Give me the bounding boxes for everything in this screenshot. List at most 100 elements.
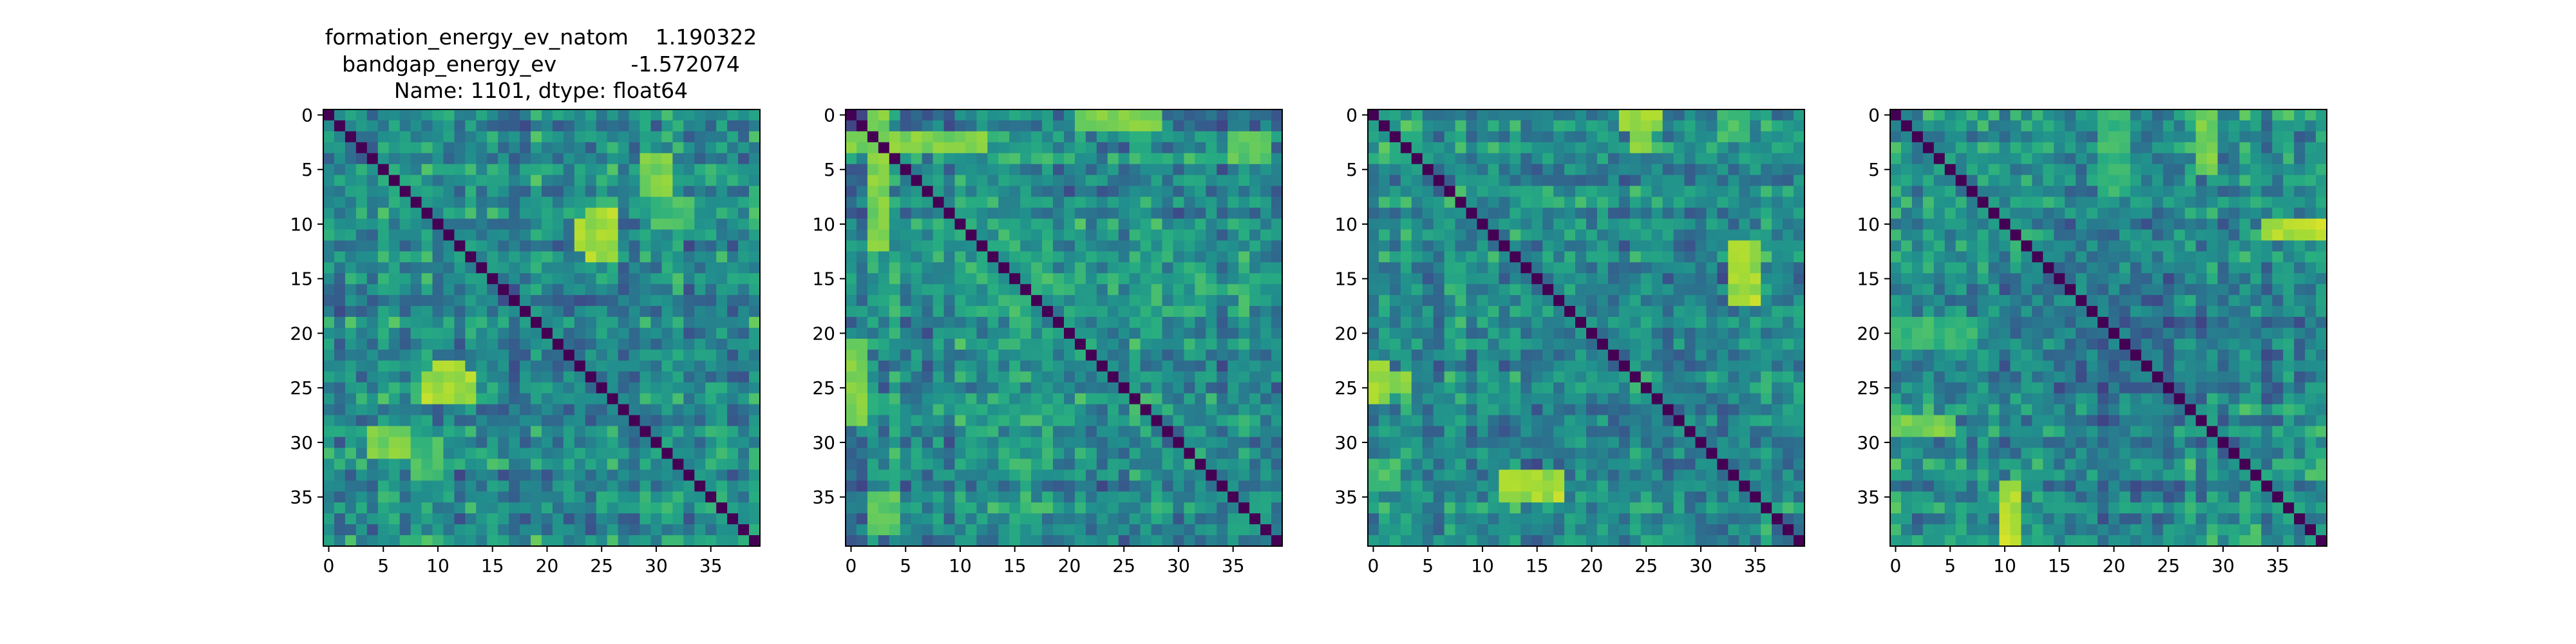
heatmap-cell — [672, 262, 684, 274]
heatmap-cell — [1162, 240, 1174, 252]
heatmap-cell — [1064, 404, 1075, 416]
heatmap-cell — [1020, 185, 1032, 198]
heatmap-cell — [596, 164, 608, 176]
heatmap-cell — [1129, 535, 1141, 547]
heatmap-cell — [629, 229, 641, 241]
heatmap-cell — [1651, 426, 1663, 438]
heatmap-cell — [749, 284, 761, 296]
heatmap-cell — [1794, 382, 1805, 394]
heatmap-cell — [596, 207, 608, 220]
heatmap-cell — [377, 185, 390, 198]
heatmap-cell — [1618, 535, 1631, 547]
heatmap-cell — [1260, 502, 1272, 514]
heatmap-cell — [355, 120, 368, 132]
heatmap-cell — [1739, 415, 1750, 427]
heatmap-cell — [2195, 109, 2208, 121]
heatmap-cell — [1553, 338, 1565, 350]
heatmap-cell — [552, 153, 564, 165]
heatmap-cell — [1249, 371, 1261, 383]
heatmap-cell — [531, 459, 542, 470]
heatmap-cell — [355, 185, 368, 198]
heatmap-cell — [1761, 491, 1772, 503]
heatmap-cell — [399, 491, 412, 503]
heatmap-cell — [965, 415, 977, 427]
heatmap-cell — [1944, 131, 1956, 143]
heatmap-cell — [1195, 393, 1206, 405]
heatmap-cell — [1772, 175, 1783, 187]
heatmap-cell — [509, 196, 520, 209]
heatmap-cell — [1184, 437, 1195, 449]
heatmap-cell — [421, 469, 433, 481]
heatmap-cell — [1151, 251, 1163, 263]
heatmap-cell — [355, 240, 368, 252]
heatmap-cell — [1531, 175, 1543, 187]
heatmap-cell — [1531, 535, 1543, 547]
heatmap-cell — [1422, 229, 1434, 241]
heatmap-cell — [1206, 426, 1217, 438]
heatmap-cell — [1009, 426, 1021, 438]
heatmap-cell — [1173, 426, 1185, 438]
heatmap-cell — [749, 196, 761, 209]
heatmap-cell — [749, 382, 761, 394]
heatmap-cell — [1586, 502, 1598, 514]
heatmap-cell — [1772, 491, 1783, 503]
heatmap-cell — [1695, 218, 1707, 231]
heatmap-cell — [705, 185, 717, 198]
heatmap-cell — [1389, 328, 1401, 339]
heatmap-cell — [1238, 328, 1250, 339]
heatmap-cell — [1009, 229, 1021, 241]
heatmap-cell — [345, 448, 357, 459]
heatmap-cell — [618, 480, 630, 492]
heatmap-cell — [334, 251, 346, 263]
heatmap-cell — [542, 415, 553, 427]
heatmap-cell — [943, 491, 956, 503]
heatmap-cell — [1129, 196, 1141, 209]
heatmap-cell — [1184, 142, 1195, 154]
heatmap-cell — [498, 371, 509, 383]
heatmap-cell — [716, 469, 728, 481]
heatmap-cell — [1651, 240, 1663, 252]
heatmap-cell — [954, 284, 967, 296]
heatmap-cell — [1640, 535, 1653, 547]
heatmap-cell — [1444, 153, 1456, 165]
heatmap-cell — [454, 437, 466, 449]
heatmap-cell — [1607, 196, 1620, 209]
heatmap-cell — [574, 196, 586, 209]
heatmap-cell — [878, 502, 890, 514]
heatmap-cell — [531, 153, 542, 165]
heatmap-cell — [1195, 328, 1206, 339]
heatmap-cell — [1662, 459, 1674, 470]
heatmap-cell — [1129, 502, 1141, 514]
heatmap-cell — [1772, 251, 1783, 263]
heatmap-cell — [1564, 524, 1576, 536]
heatmap-cell — [694, 240, 706, 252]
heatmap-cell — [1389, 437, 1401, 449]
heatmap-cell — [1629, 317, 1642, 328]
heatmap-cell — [1107, 338, 1119, 350]
heatmap-cell — [1542, 437, 1554, 449]
heatmap-cell — [1085, 524, 1097, 536]
heatmap-cell — [1662, 153, 1674, 165]
heatmap-cell — [1673, 317, 1685, 328]
heatmap-cell — [1728, 491, 1739, 503]
heatmap-cell — [1575, 251, 1587, 263]
heatmap-cell — [727, 338, 739, 350]
heatmap-cell — [911, 469, 923, 481]
heatmap-cell — [410, 360, 422, 372]
heatmap-cell — [574, 251, 586, 263]
heatmap-cell — [1564, 295, 1576, 307]
heatmap-cell — [618, 306, 630, 317]
heatmap-cell — [1640, 295, 1653, 307]
x-tick-label: 25 — [1634, 555, 1658, 576]
heatmap-cell — [933, 240, 945, 252]
heatmap-cell — [366, 360, 379, 372]
heatmap-cell — [1466, 371, 1478, 383]
heatmap-cell — [399, 306, 412, 317]
heatmap-cell — [563, 164, 575, 176]
heatmap-cell — [1129, 153, 1141, 165]
heatmap-cell — [531, 480, 542, 492]
heatmap-cell — [552, 459, 564, 470]
heatmap-cell — [889, 306, 901, 317]
heatmap-cell — [607, 142, 619, 154]
heatmap-cell — [531, 349, 542, 361]
